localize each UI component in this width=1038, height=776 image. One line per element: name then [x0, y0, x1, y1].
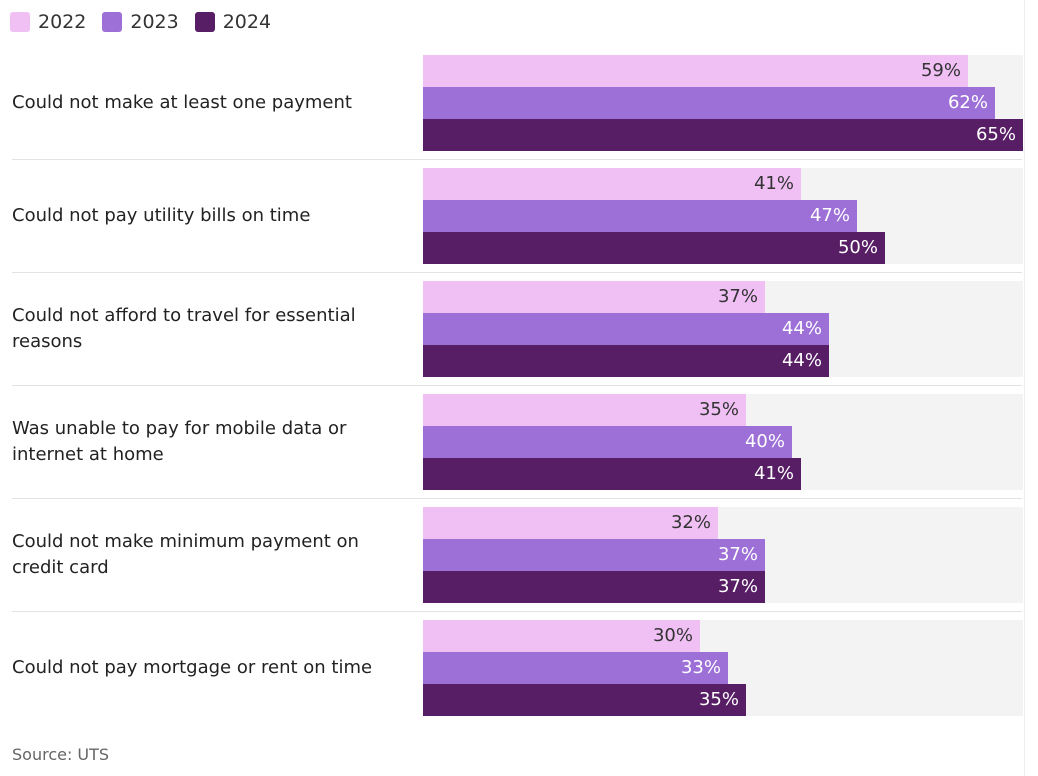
- bar-value-label: 41%: [753, 173, 794, 194]
- bar-value-label: 37%: [717, 544, 758, 565]
- category-label: Could not make minimum payment on credit…: [12, 531, 359, 578]
- bar-value-label: 50%: [837, 237, 878, 258]
- row-divider: [12, 385, 1022, 386]
- bar-value-label: 35%: [698, 399, 739, 420]
- legend: 2022 2023 2024: [10, 8, 287, 36]
- legend-swatch-2023: [102, 12, 123, 32]
- bar-value-label: 37%: [717, 286, 758, 307]
- bar-2024[interactable]: 35%: [423, 684, 746, 716]
- bar-value-label: 40%: [744, 431, 785, 452]
- bar-value-label: 32%: [670, 512, 711, 533]
- category-label: Could not pay mortgage or rent on time: [12, 657, 373, 678]
- bar-2022[interactable]: 41%: [423, 168, 801, 200]
- category-label: Could not make at least one payment: [12, 92, 352, 113]
- bar-value-label: 62%: [947, 92, 988, 113]
- legend-item-2022[interactable]: 2022: [10, 11, 86, 33]
- legend-label-2023: 2023: [130, 11, 179, 33]
- bar-value-label: 41%: [753, 463, 794, 484]
- bar-value-label: 35%: [698, 689, 739, 710]
- bar-2023[interactable]: 40%: [423, 426, 792, 458]
- bar-value-label: 37%: [717, 576, 758, 597]
- bar-2024[interactable]: 44%: [423, 345, 829, 377]
- row-divider: [12, 159, 1022, 160]
- bar-2023[interactable]: 62%: [423, 87, 995, 119]
- bar-value-label: 30%: [652, 625, 693, 646]
- bar-2024[interactable]: 41%: [423, 458, 801, 490]
- bar-2024[interactable]: 50%: [423, 232, 885, 264]
- bar-2024[interactable]: 65%: [423, 119, 1023, 151]
- bar-2022[interactable]: 35%: [423, 394, 746, 426]
- category-label: Was unable to pay for mobile data or int…: [12, 418, 347, 465]
- bar-2022[interactable]: 32%: [423, 507, 718, 539]
- legend-item-2023[interactable]: 2023: [102, 11, 179, 33]
- row-divider: [12, 498, 1022, 499]
- legend-swatch-2022: [10, 12, 30, 32]
- bar-2024[interactable]: 37%: [423, 571, 765, 603]
- legend-swatch-2024: [194, 12, 215, 32]
- bar-2023[interactable]: 44%: [423, 313, 829, 345]
- legend-item-2024[interactable]: 2024: [194, 11, 272, 33]
- source-note: Source: UTS: [12, 745, 110, 764]
- bar-2022[interactable]: 30%: [423, 620, 700, 652]
- bar-2023[interactable]: 37%: [423, 539, 765, 571]
- bar-2022[interactable]: 59%: [423, 55, 968, 87]
- category-label: Could not pay utility bills on time: [12, 205, 311, 226]
- legend-label-2024: 2024: [222, 11, 272, 33]
- row-divider: [12, 272, 1022, 273]
- bar-value-label: 33%: [680, 657, 721, 678]
- bar-value-label: 44%: [781, 350, 822, 371]
- bar-2023[interactable]: 33%: [423, 652, 728, 684]
- bar-2023[interactable]: 47%: [423, 200, 857, 232]
- row-divider: [12, 611, 1022, 612]
- bar-value-label: 44%: [781, 318, 822, 339]
- legend-label-2022: 2022: [38, 11, 87, 33]
- category-label: Could not afford to travel for essential…: [12, 305, 356, 352]
- right-border: [1024, 0, 1025, 776]
- bar-value-label: 47%: [809, 205, 850, 226]
- bar-2022[interactable]: 37%: [423, 281, 765, 313]
- bar-value-label: 59%: [920, 60, 961, 81]
- bar-value-label: 65%: [975, 124, 1016, 145]
